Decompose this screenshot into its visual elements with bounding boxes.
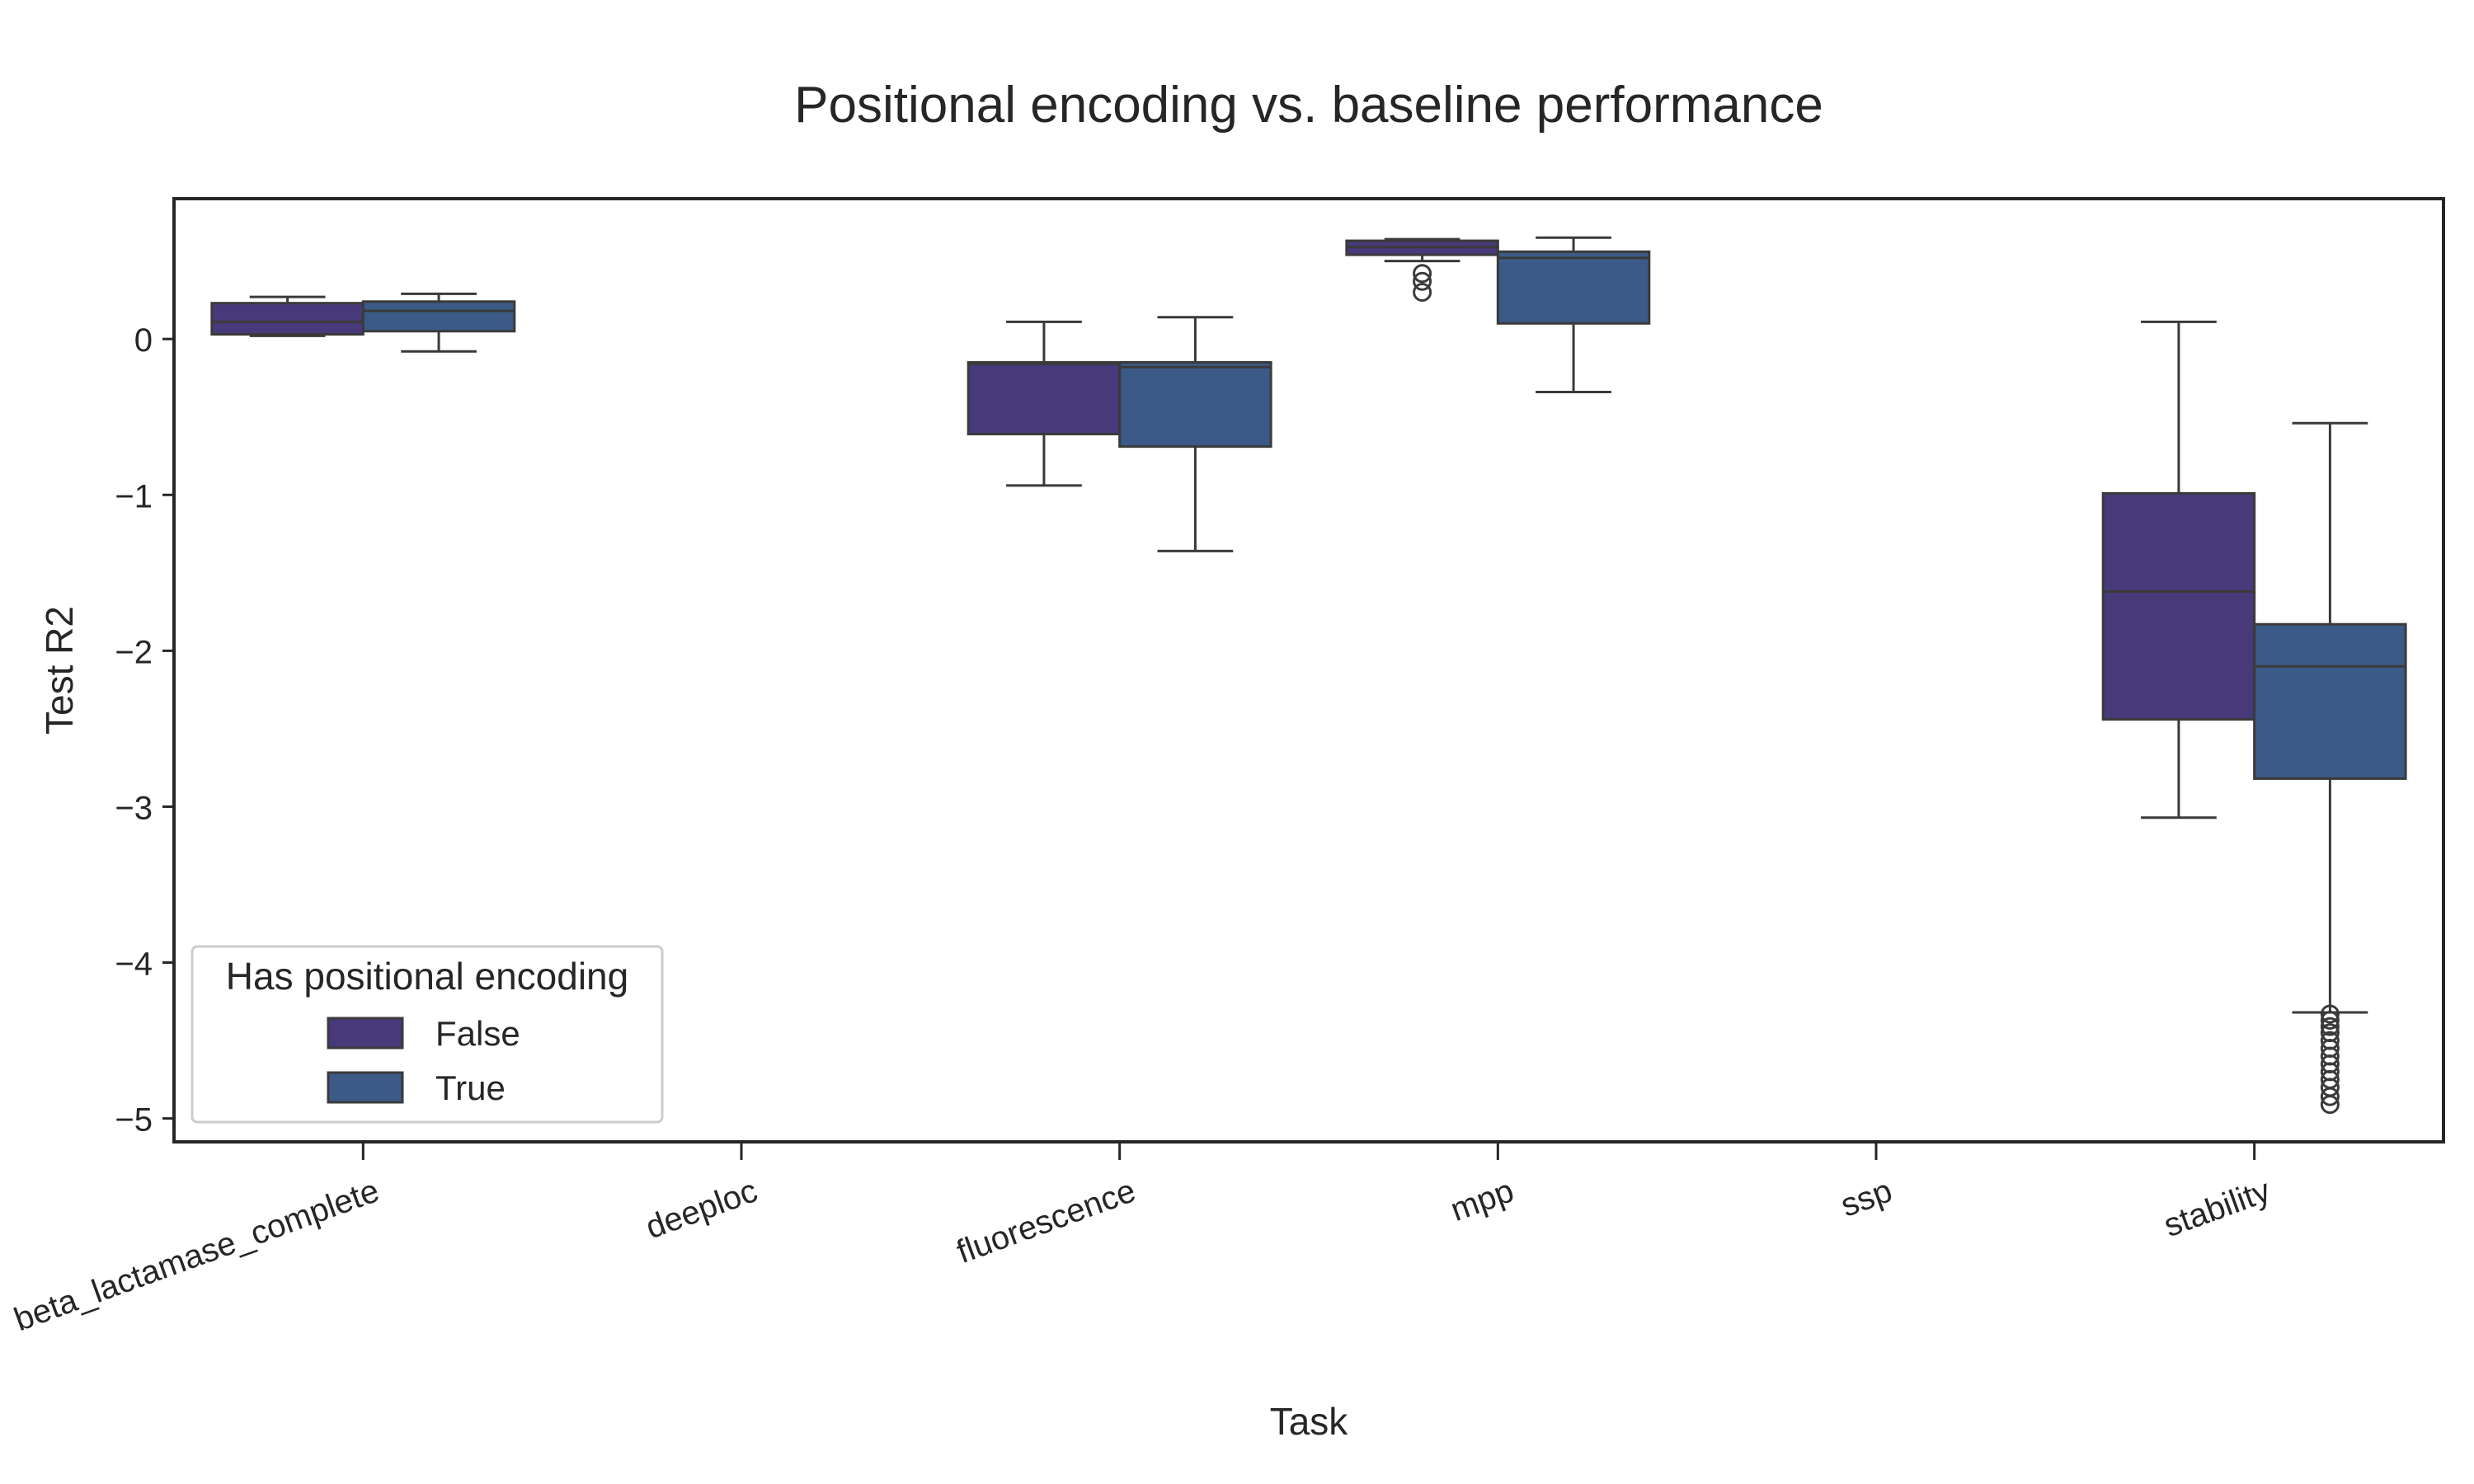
box-true-beta_lactamase_complete <box>361 292 516 353</box>
x-tick-label: mpp <box>1446 1172 1518 1228</box>
box-iqr <box>1496 250 1651 325</box>
box-iqr <box>1118 361 1272 448</box>
y-tick-label: −2 <box>115 634 153 670</box>
outlier-point <box>1413 271 1432 291</box>
outlier-point <box>1413 264 1432 284</box>
plot-frame <box>172 197 2445 1144</box>
legend-label-true: True <box>435 1068 506 1107</box>
outlier-point <box>1413 282 1432 302</box>
y-tick-label: −3 <box>115 790 153 826</box>
y-tick-label: 0 <box>134 322 153 359</box>
legend-frame <box>190 945 664 1124</box>
legend-swatch-false <box>327 1017 404 1050</box>
box-true-stability <box>2253 421 2407 1115</box>
y-tick-label: −4 <box>115 946 153 983</box>
x-axis-label: Task <box>1270 1400 1349 1443</box>
box-true-fluorescence <box>1118 316 1272 552</box>
legend: Has positional encoding False True <box>190 945 664 1124</box>
y-axis: 0 −1 −2 −3 −4 −5 <box>115 322 174 1139</box>
x-tick-label: beta_lactamase_complete <box>10 1172 384 1338</box>
box-false-mpp <box>1345 237 1499 302</box>
box-true-mpp <box>1496 236 1651 393</box>
outlier-point <box>2320 1087 2340 1106</box>
outlier-point <box>2320 1011 2340 1031</box>
legend-title: Has positional encoding <box>226 955 628 998</box>
box-iqr <box>361 300 516 333</box>
box-false-stability <box>2101 320 2256 819</box>
x-axis: beta_lactamase_complete deeploc fluorescen… <box>10 1142 2275 1338</box>
y-tick-label: −5 <box>115 1102 153 1139</box>
chart-title: Positional encoding vs. baseline perform… <box>794 77 1823 134</box>
box-false-beta_lactamase_complete <box>210 295 365 337</box>
outlier-point <box>2320 1095 2340 1115</box>
box-iqr <box>210 302 365 336</box>
y-axis-label: Test R2 <box>38 606 81 735</box>
outlier-point <box>2320 1004 2340 1024</box>
box-iqr <box>2101 491 2256 721</box>
box-iqr <box>967 361 1122 436</box>
x-tick-label: deeploc <box>641 1172 762 1246</box>
outlier-point <box>2320 1017 2340 1036</box>
x-tick-label: ssp <box>1837 1172 1898 1224</box>
legend-label-false: False <box>435 1014 520 1053</box>
x-tick-label: stability <box>2159 1172 2274 1244</box>
y-tick-label: −1 <box>115 478 153 514</box>
box-false-fluorescence <box>967 320 1122 487</box>
box-iqr <box>2253 622 2407 780</box>
x-tick-label: fluorescence <box>952 1172 1141 1270</box>
boxes <box>210 236 2407 1115</box>
legend-swatch-true <box>327 1071 404 1104</box>
